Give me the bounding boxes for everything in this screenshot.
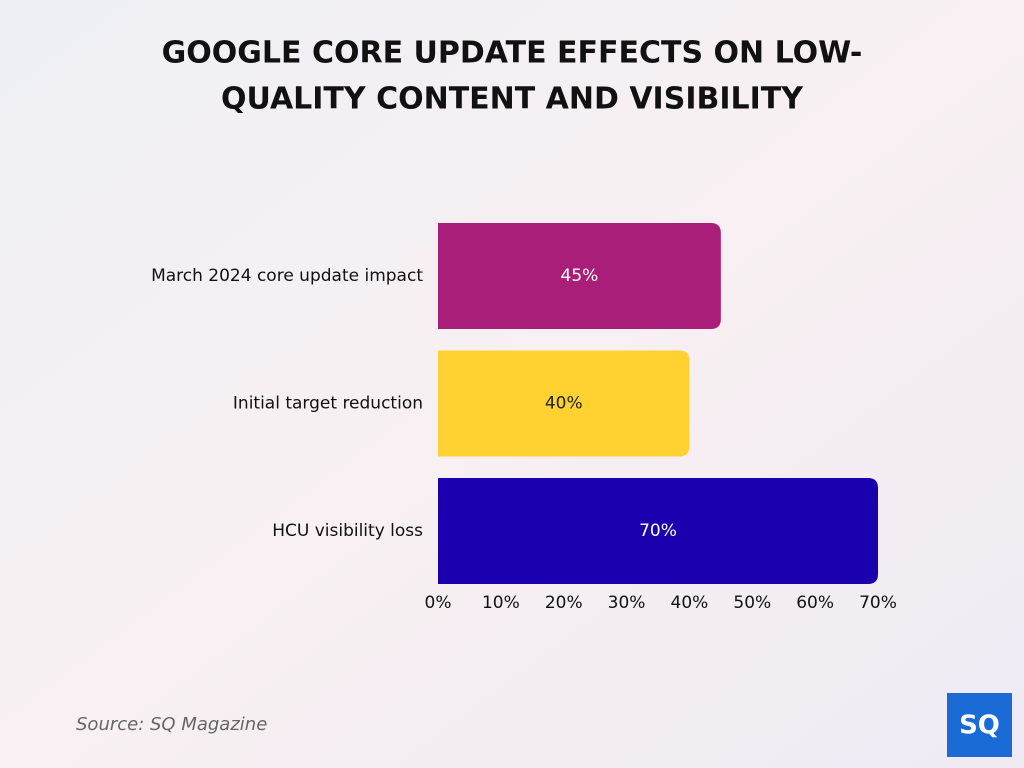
category-label: Initial target reduction bbox=[233, 394, 423, 414]
bar bbox=[438, 478, 878, 584]
x-tick-label: 10% bbox=[482, 593, 520, 613]
x-tick-label: 20% bbox=[545, 593, 583, 613]
x-tick-label: 60% bbox=[796, 593, 834, 613]
bar bbox=[438, 350, 690, 457]
x-tick-label: 30% bbox=[608, 593, 646, 613]
source: Source: SQ Magazine bbox=[76, 714, 267, 735]
chart-title: QUALITY CONTENT AND VISIBILITY bbox=[221, 82, 804, 117]
logo: SQ bbox=[959, 711, 1000, 741]
x-tick-label: 70% bbox=[859, 593, 897, 613]
category-label: HCU visibility loss bbox=[272, 521, 423, 541]
logo-box bbox=[947, 693, 1012, 757]
x-tick-label: 0% bbox=[425, 593, 452, 613]
value-label: 70% bbox=[639, 521, 677, 541]
bar bbox=[438, 223, 721, 329]
x-tick-label: 50% bbox=[733, 593, 771, 613]
value-label: 45% bbox=[561, 266, 599, 286]
x-tick-label: 40% bbox=[671, 593, 709, 613]
category-label: March 2024 core update impact bbox=[151, 266, 423, 286]
value-label: 40% bbox=[545, 394, 583, 414]
chart-title: GOOGLE CORE UPDATE EFFECTS ON LOW- bbox=[162, 36, 863, 71]
